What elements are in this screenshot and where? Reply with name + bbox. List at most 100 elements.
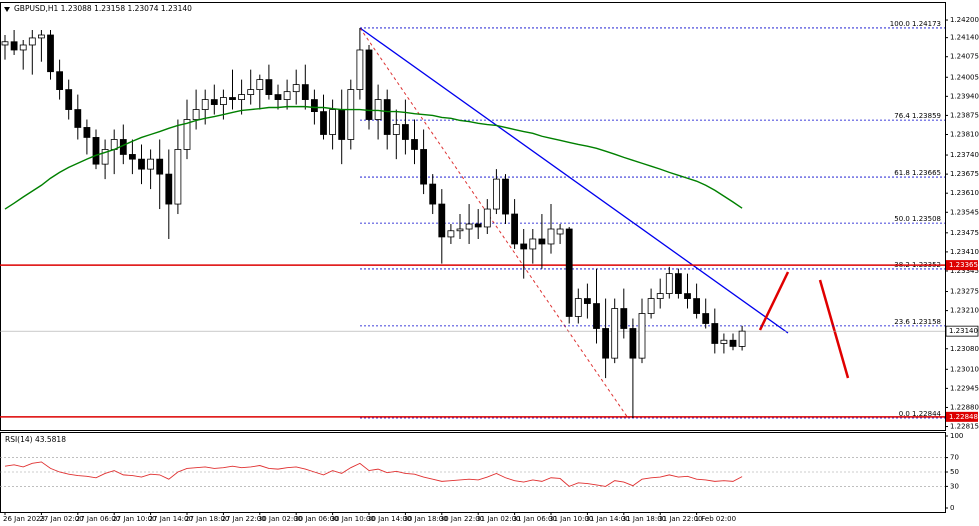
x-tick-label: 31 Jan 10:00 [549, 515, 593, 523]
fib-label: 23.6 1.23158 [894, 318, 941, 326]
candle-body [511, 213, 519, 245]
candle-body [711, 323, 719, 344]
candle-body [447, 230, 455, 238]
candle-body [556, 228, 564, 235]
y-tick-label: 1.23345 [950, 267, 979, 275]
y-tick-label: 1.22945 [950, 384, 979, 392]
candle-body [347, 89, 355, 140]
candle-body [1, 41, 9, 46]
candle-body [538, 238, 546, 245]
candle-body [574, 298, 582, 317]
x-tick-label: 30 Jan 14:00 [367, 515, 411, 523]
chart-title: GBPUSD,H1 1.23088 1.23158 1.23074 1.2314… [14, 4, 192, 13]
y-tick-label: 1.23940 [950, 92, 979, 100]
candle-body [128, 154, 136, 160]
y-tick-label: 1.23475 [950, 229, 979, 237]
candle-body [392, 124, 400, 135]
candle-body [83, 127, 91, 138]
candle-body [520, 243, 528, 250]
fib-label: 76.4 1.23859 [894, 112, 941, 120]
candle-body [47, 34, 54, 73]
y-tick-label: 1.23875 [950, 111, 979, 119]
y-tick-label: 30 [950, 482, 959, 490]
candle-body [492, 178, 500, 210]
candle-body [138, 158, 145, 170]
candle-body [584, 298, 591, 304]
candle-body [638, 313, 646, 359]
candle-body [656, 293, 664, 299]
candle-body [411, 139, 418, 150]
y-tick-label: 1.23545 [950, 208, 979, 216]
y-tick-label: 1.23275 [950, 288, 979, 296]
candle-body [602, 328, 609, 359]
candle-body [647, 298, 655, 314]
x-tick-label: 1 Feb 02:00 [695, 515, 736, 523]
candle-body [729, 339, 737, 347]
candle-body [465, 223, 473, 230]
candle-body [720, 339, 728, 344]
candle-body [738, 330, 746, 347]
y-tick-label: 1.22815 [950, 423, 979, 431]
candle-body [693, 298, 700, 314]
price-level-label: 1.22848 [949, 413, 978, 421]
candle-body [92, 137, 100, 165]
candle-body [292, 84, 300, 93]
x-tick-label: 27 Jan 14:00 [149, 515, 193, 523]
chart-title: RSI(14) 43.5818 [5, 435, 66, 444]
x-tick-label: 30 Jan 10:00 [331, 515, 375, 523]
fib-label: 0.0 1.22844 [899, 410, 942, 418]
candle-body [429, 183, 437, 205]
y-tick-label: 1.24005 [950, 73, 979, 81]
candle-body [420, 149, 428, 185]
candle-body [28, 37, 36, 46]
x-tick-label: 27 Jan 10:00 [112, 515, 156, 523]
candle-body [301, 84, 309, 100]
menu-arrow[interactable] [4, 7, 10, 12]
x-tick-label: 27 Jan 18:00 [185, 515, 229, 523]
candle-body [365, 49, 373, 120]
candle-body [174, 149, 182, 205]
y-tick-label: 0 [950, 504, 954, 512]
x-tick-label: 27 Jan 02:00 [39, 515, 83, 523]
y-tick-label: 1.23010 [950, 365, 979, 373]
candle-body [483, 208, 491, 228]
x-tick-label: 26 Jan 2023 [3, 515, 45, 523]
main-panel [0, 2, 946, 431]
y-tick-label: 1.23210 [950, 307, 979, 315]
trendline [359, 27, 789, 334]
x-tick-label: 31 Jan 14:00 [585, 515, 629, 523]
y-tick-label: 1.23410 [950, 248, 979, 256]
candle-body [374, 99, 382, 120]
candle-body [156, 158, 164, 175]
fib-label: 100.0 1.24173 [890, 20, 941, 28]
price-level-box [946, 260, 978, 271]
x-tick-label: 30 Jan 18:00 [403, 515, 447, 523]
candle-body [10, 41, 18, 51]
x-tick-label: 31 Jan 02:00 [476, 515, 520, 523]
x-tick-label: 30 Jan 02:00 [258, 515, 302, 523]
y-tick-label: 1.23810 [950, 130, 979, 138]
candle-body [56, 71, 63, 90]
x-tick-label: 30 Jan 06:00 [294, 515, 338, 523]
candle-body [401, 124, 409, 140]
x-tick-label: 27 Jan 22:00 [221, 515, 265, 523]
candle-body [329, 109, 337, 135]
candle-body [474, 223, 482, 228]
candle-body [238, 94, 246, 100]
moving-average [4, 105, 743, 210]
candle-body [438, 203, 446, 238]
fib-label: 50.0 1.23508 [894, 215, 941, 223]
candle-body [665, 273, 673, 294]
y-tick-label: 1.24075 [950, 53, 979, 61]
fib-label: 61.8 1.23665 [894, 169, 941, 177]
candle-body [565, 228, 573, 317]
candle-body [201, 99, 209, 110]
candle-body [101, 149, 109, 165]
candle-body [210, 99, 218, 105]
x-tick-label: 31 Jan 22:00 [658, 515, 702, 523]
candle-body [456, 228, 464, 232]
candle-body [356, 49, 364, 90]
y-tick-label: 50 [950, 468, 959, 476]
